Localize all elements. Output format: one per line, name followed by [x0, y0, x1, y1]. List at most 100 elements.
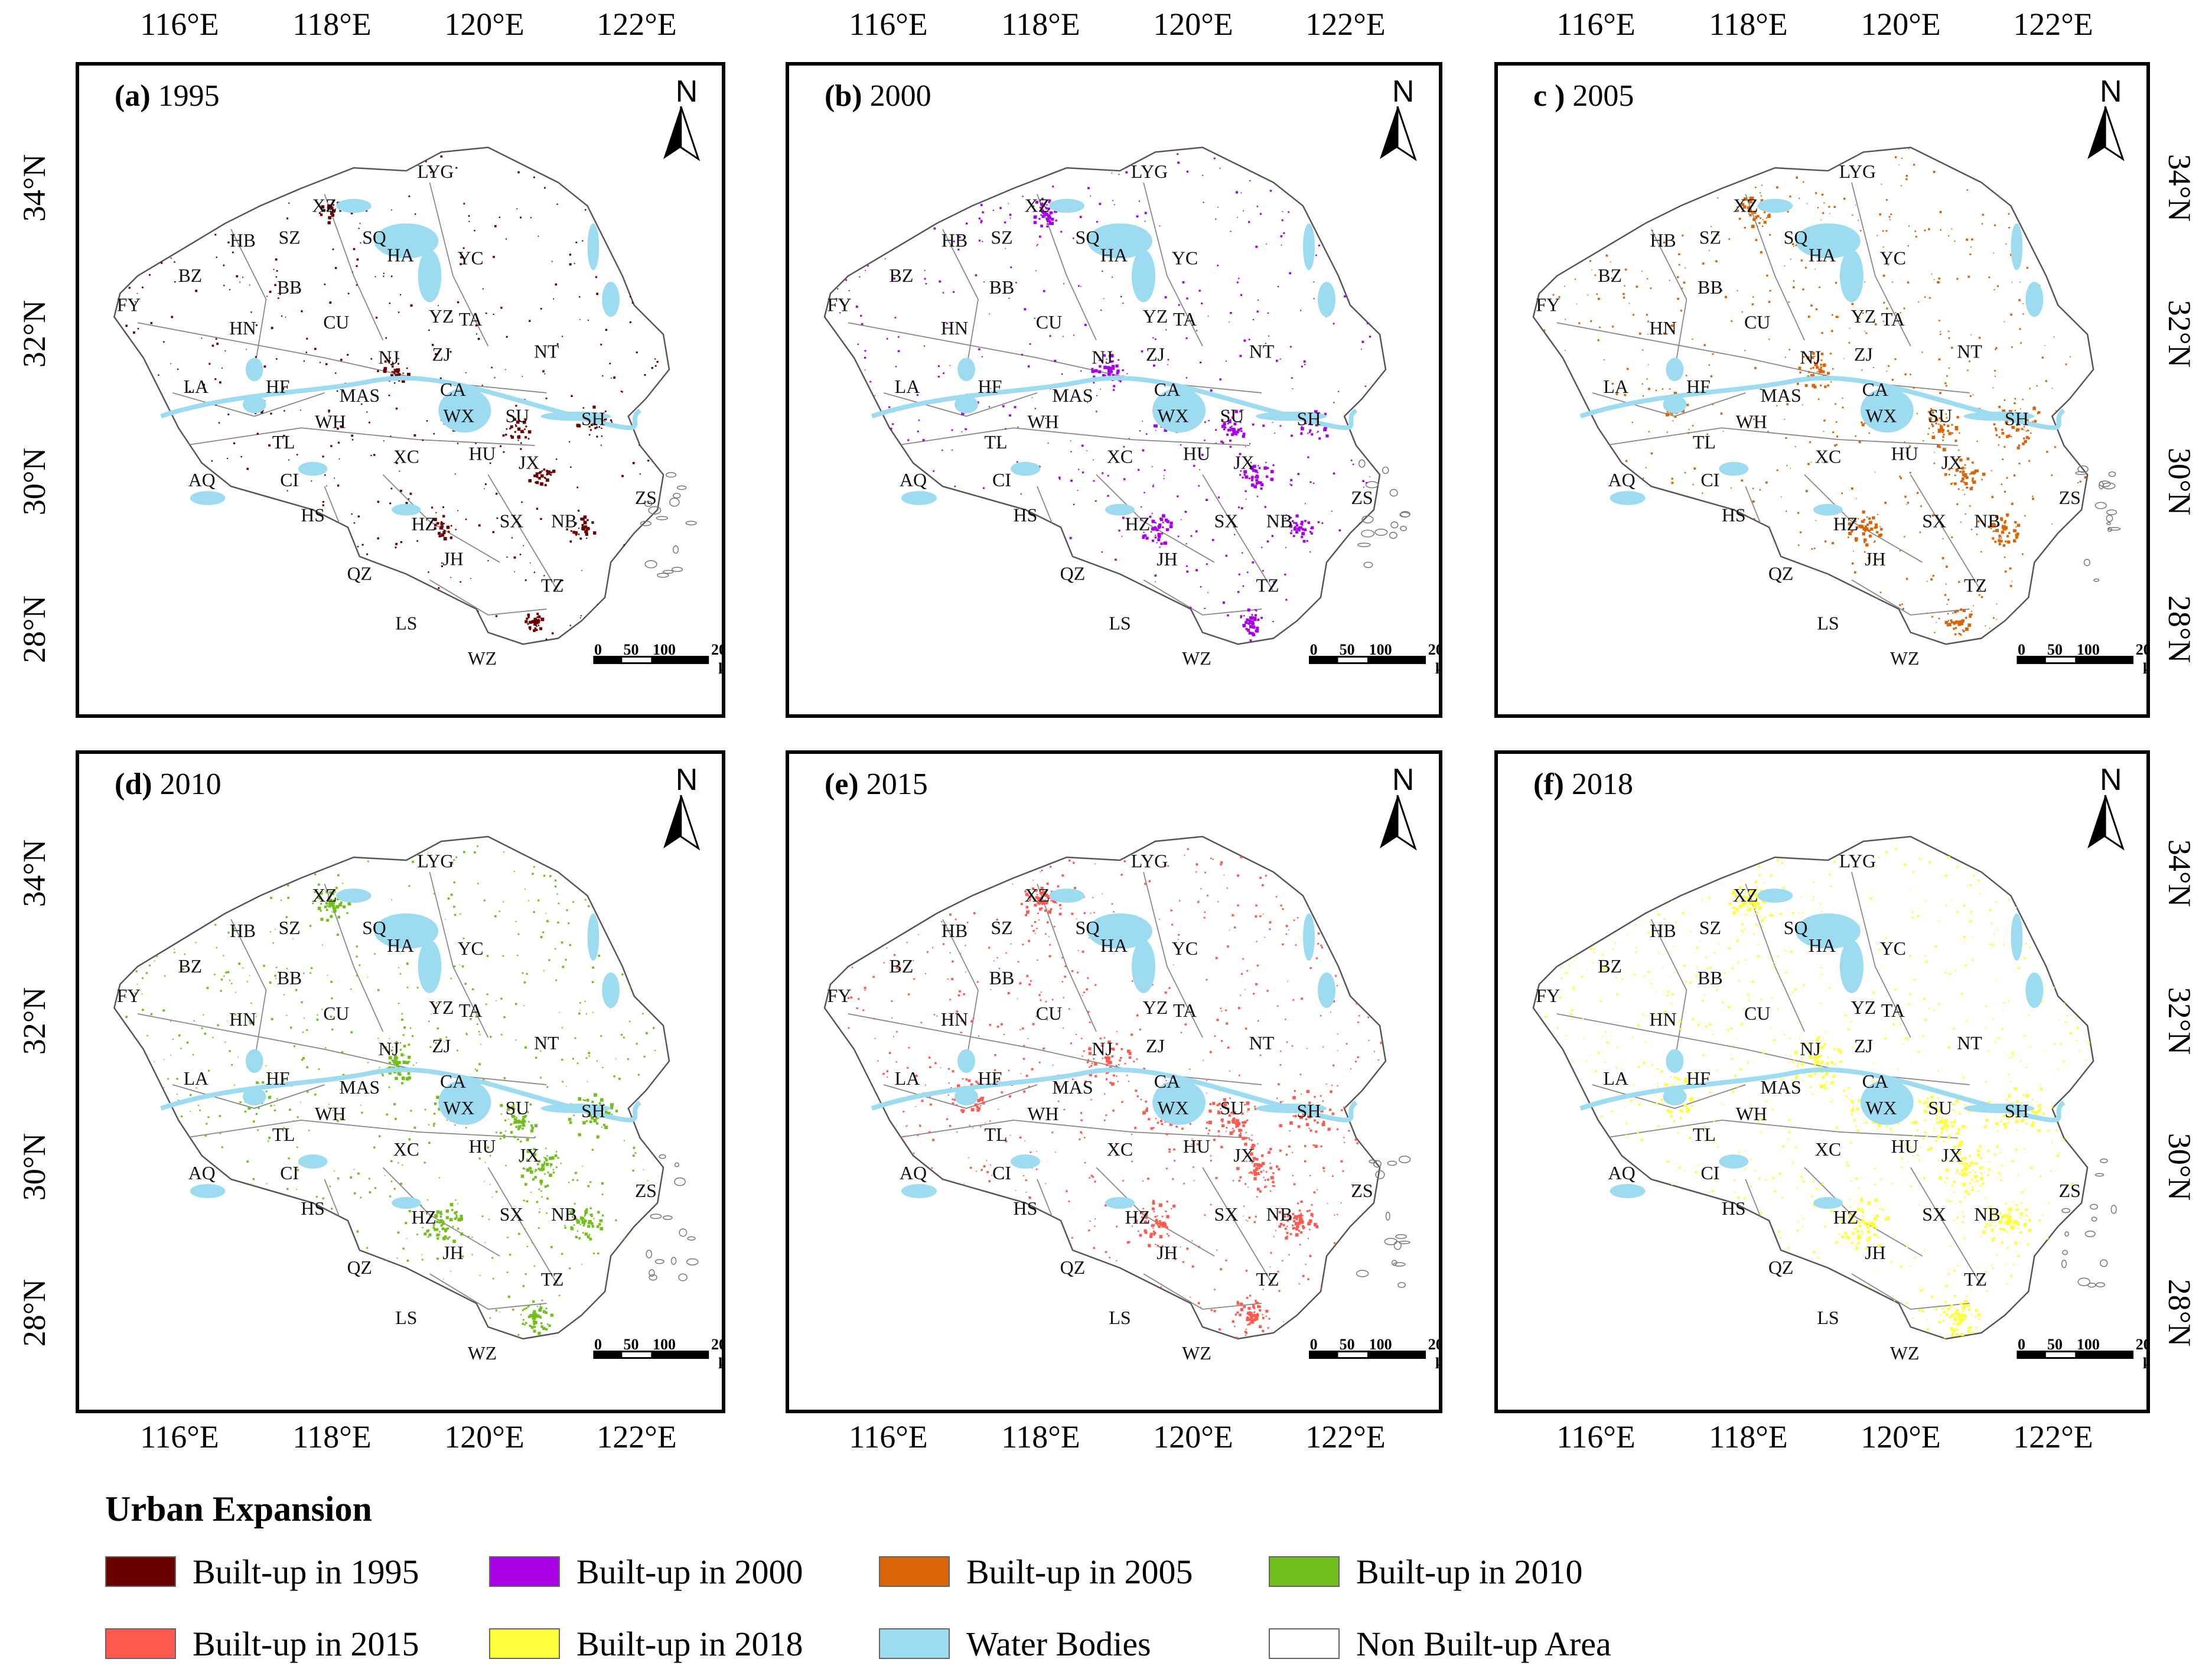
built-up-patch — [1288, 929, 1289, 931]
built-up-patch — [1286, 1232, 1289, 1234]
built-up-patch — [1246, 629, 1250, 632]
water-body — [1860, 388, 1914, 433]
built-up-patch — [1138, 1230, 1139, 1232]
built-up-patch — [1784, 265, 1786, 266]
built-up-patch — [1998, 444, 1999, 446]
built-up-patch — [536, 626, 537, 627]
built-up-patch — [393, 372, 396, 375]
built-up-patch — [1768, 213, 1771, 216]
built-up-patch — [1227, 945, 1229, 948]
built-up-patch — [1959, 458, 1963, 462]
built-up-patch — [1045, 217, 1049, 220]
built-up-patch — [1240, 192, 1242, 194]
built-up-patch — [214, 233, 217, 236]
built-up-patch — [1939, 446, 1941, 448]
built-up-patch — [2014, 402, 2016, 405]
built-up-patch — [443, 522, 445, 525]
built-up-patch — [541, 1167, 543, 1169]
island-shape — [1395, 1234, 1407, 1240]
built-up-patch — [460, 913, 461, 915]
built-up-patch — [1877, 235, 1878, 236]
built-up-patch — [1293, 522, 1295, 524]
built-up-patch — [1252, 633, 1256, 637]
built-up-patch — [1755, 239, 1758, 242]
built-up-patch — [1058, 476, 1061, 479]
city-label: FY — [1536, 295, 1560, 315]
built-up-patch — [572, 1179, 574, 1181]
built-up-patch — [629, 295, 631, 298]
built-up-patch — [960, 1032, 962, 1033]
built-up-patch — [1755, 317, 1757, 319]
built-up-patch — [506, 1209, 508, 1211]
built-up-patch — [1004, 221, 1006, 224]
built-up-patch — [1891, 441, 1893, 443]
built-up-patch — [1241, 1112, 1244, 1115]
built-up-patch — [1323, 1170, 1325, 1172]
built-up-patch — [350, 1031, 353, 1033]
built-up-patch — [1289, 1121, 1293, 1125]
built-up-patch — [1174, 1160, 1176, 1162]
built-up-patch — [2011, 426, 2013, 428]
built-up-patch — [969, 1166, 972, 1169]
built-up-patch — [1300, 521, 1304, 524]
built-up-patch — [897, 350, 900, 353]
built-up-patch — [592, 1011, 594, 1013]
built-up-patch — [534, 1136, 536, 1138]
built-up-patch — [1947, 424, 1950, 427]
built-up-patch — [1692, 425, 1694, 427]
built-up-patch — [1087, 394, 1090, 397]
built-up-patch — [1157, 532, 1161, 536]
built-up-patch — [286, 1014, 288, 1016]
built-up-patch — [1820, 384, 1822, 387]
built-up-patch — [2013, 529, 2016, 532]
built-up-patch — [1081, 1037, 1083, 1039]
city-label: MAS — [339, 385, 380, 406]
built-up-patch — [1164, 991, 1167, 994]
built-up-patch — [555, 979, 558, 981]
built-up-patch — [1248, 631, 1252, 635]
built-up-patch — [1152, 1207, 1155, 1211]
built-up-patch — [136, 984, 138, 985]
built-up-patch — [584, 899, 587, 901]
built-up-patch — [568, 1118, 572, 1121]
built-up-patch — [1816, 366, 1819, 369]
built-up-patch — [1292, 999, 1294, 1001]
built-up-patch — [554, 885, 557, 888]
built-up-patch — [438, 1234, 441, 1236]
built-up-patch — [1144, 212, 1147, 214]
built-up-patch — [457, 1049, 458, 1052]
built-up-patch — [450, 577, 451, 578]
built-up-patch — [1073, 861, 1075, 864]
admin-boundary — [895, 1120, 1250, 1138]
built-up-patch — [1877, 559, 1879, 561]
built-up-patch — [470, 1018, 472, 1020]
built-up-patch — [2008, 409, 2012, 414]
built-up-patch — [360, 403, 363, 405]
built-up-patch — [906, 942, 908, 944]
built-up-patch — [1737, 209, 1739, 212]
built-up-patch — [948, 1082, 950, 1084]
built-up-patch — [478, 1030, 480, 1033]
built-up-patch — [1930, 578, 1933, 581]
built-up-patch — [1236, 191, 1239, 194]
built-up-patch — [2045, 380, 2048, 382]
built-up-patch — [1625, 460, 1628, 462]
built-up-patch — [1282, 943, 1284, 946]
built-up-patch — [164, 975, 166, 977]
built-up-patch — [1031, 887, 1035, 890]
built-up-patch — [500, 1113, 502, 1115]
built-up-patch — [1267, 1327, 1269, 1329]
built-up-patch — [1223, 874, 1224, 876]
built-up-patch — [1050, 222, 1054, 225]
built-up-patch — [1299, 1244, 1301, 1245]
built-up-patch — [1028, 1196, 1031, 1199]
built-up-patch — [569, 441, 571, 443]
built-up-patch — [989, 313, 990, 315]
built-up-patch — [1292, 1096, 1296, 1100]
built-up-patch — [527, 438, 530, 440]
built-up-patch — [602, 1124, 605, 1127]
city-label: NT — [1957, 341, 1982, 362]
built-up-patch — [1289, 346, 1292, 348]
built-up-patch — [1238, 278, 1240, 279]
